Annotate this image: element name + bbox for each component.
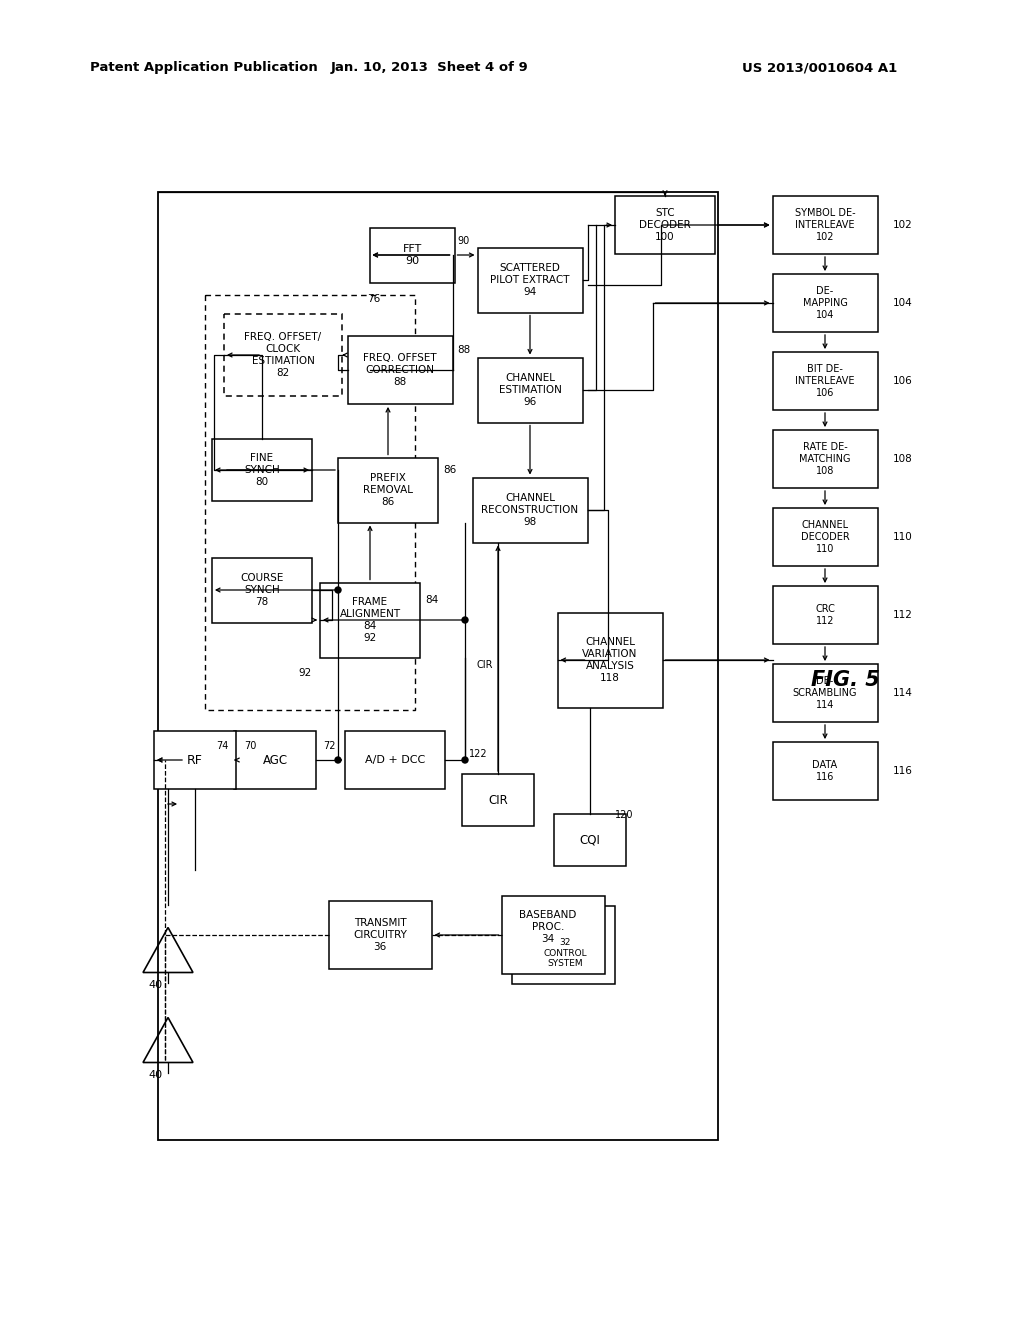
Bar — [205, 294, 415, 710]
Bar — [212, 557, 312, 623]
Text: 116: 116 — [893, 766, 912, 776]
Bar — [772, 742, 878, 800]
Text: CHANNEL
ESTIMATION
96: CHANNEL ESTIMATION 96 — [499, 374, 561, 407]
Text: SYMBOL DE-
INTERLEAVE
102: SYMBOL DE- INTERLEAVE 102 — [795, 209, 855, 242]
Bar — [347, 337, 453, 404]
Text: DATA
116: DATA 116 — [812, 760, 838, 781]
Text: PREFIX
REMOVAL
86: PREFIX REMOVAL 86 — [362, 473, 413, 507]
Text: 104: 104 — [893, 298, 912, 308]
Text: 70: 70 — [244, 741, 256, 751]
Bar — [772, 664, 878, 722]
Text: FRAME
ALIGNMENT
84
92: FRAME ALIGNMENT 84 92 — [339, 597, 400, 643]
Bar — [772, 430, 878, 488]
Bar — [772, 586, 878, 644]
Text: BIT DE-
INTERLEAVE
106: BIT DE- INTERLEAVE 106 — [796, 364, 855, 399]
Text: 120: 120 — [615, 810, 634, 820]
Text: 112: 112 — [893, 610, 912, 620]
Bar — [338, 458, 438, 523]
Bar — [224, 314, 342, 396]
Bar — [345, 731, 445, 789]
Text: 106: 106 — [893, 376, 912, 385]
Text: SCATTERED
PILOT EXTRACT
94: SCATTERED PILOT EXTRACT 94 — [490, 263, 569, 297]
Bar — [557, 612, 663, 708]
Bar — [329, 902, 431, 969]
Text: CHANNEL
DECODER
110: CHANNEL DECODER 110 — [801, 520, 849, 554]
Bar — [319, 582, 420, 657]
Text: STC
DECODER
100: STC DECODER 100 — [639, 209, 691, 242]
Text: FINE
SYNCH
80: FINE SYNCH 80 — [244, 453, 280, 487]
Text: 72: 72 — [323, 741, 336, 751]
Bar — [462, 774, 534, 826]
Text: FREQ. OFFSET/
CLOCK
ESTIMATION
82: FREQ. OFFSET/ CLOCK ESTIMATION 82 — [245, 333, 322, 378]
Bar — [512, 906, 614, 983]
Text: 40: 40 — [148, 979, 162, 990]
Circle shape — [335, 756, 341, 763]
Text: 32
CONTROL
SYSTEM: 32 CONTROL SYSTEM — [543, 937, 587, 969]
Bar — [472, 478, 588, 543]
Bar — [772, 352, 878, 411]
Text: 114: 114 — [893, 688, 912, 698]
Text: A/D + DCC: A/D + DCC — [365, 755, 425, 766]
Circle shape — [462, 616, 468, 623]
Text: DE-
MAPPING
104: DE- MAPPING 104 — [803, 286, 848, 319]
Text: 74: 74 — [217, 741, 229, 751]
Text: 40: 40 — [148, 1071, 162, 1080]
Text: COURSE
SYNCH
78: COURSE SYNCH 78 — [241, 573, 284, 607]
Text: 76: 76 — [367, 294, 380, 304]
Text: BASEBAND
PROC.
34: BASEBAND PROC. 34 — [519, 909, 577, 944]
Text: CHANNEL
VARIATION
ANALYSIS
118: CHANNEL VARIATION ANALYSIS 118 — [583, 638, 638, 682]
Bar — [772, 195, 878, 253]
Circle shape — [462, 756, 468, 763]
Text: FIG. 5: FIG. 5 — [811, 671, 880, 690]
Text: RATE DE-
MATCHING
108: RATE DE- MATCHING 108 — [800, 442, 851, 477]
Text: AGC: AGC — [262, 754, 288, 767]
Bar — [477, 248, 583, 313]
Text: DE-
SCRAMBLING
114: DE- SCRAMBLING 114 — [793, 676, 857, 710]
Bar — [154, 731, 236, 789]
Text: FREQ. OFFSET
CORRECTION
88: FREQ. OFFSET CORRECTION 88 — [364, 352, 437, 387]
Text: RF: RF — [187, 754, 203, 767]
Text: 102: 102 — [893, 220, 912, 230]
Text: 86: 86 — [443, 465, 457, 475]
Text: CQI: CQI — [580, 833, 600, 846]
Bar — [615, 195, 715, 253]
Text: 122: 122 — [469, 748, 487, 759]
Bar — [212, 440, 312, 502]
Bar — [234, 731, 316, 789]
Text: CRC
112: CRC 112 — [815, 605, 835, 626]
Text: CIR: CIR — [488, 793, 508, 807]
Text: 92: 92 — [298, 668, 311, 677]
Bar — [502, 896, 604, 974]
Text: 90: 90 — [458, 236, 470, 246]
Bar — [370, 227, 455, 282]
Text: 108: 108 — [893, 454, 912, 465]
Text: TRANSMIT
CIRCUITRY
36: TRANSMIT CIRCUITRY 36 — [353, 917, 407, 952]
Text: Jan. 10, 2013  Sheet 4 of 9: Jan. 10, 2013 Sheet 4 of 9 — [331, 62, 528, 74]
Text: 110: 110 — [893, 532, 912, 543]
Text: 84: 84 — [425, 595, 438, 605]
Bar — [554, 814, 626, 866]
Text: FFT
90: FFT 90 — [402, 244, 422, 267]
Bar — [477, 358, 583, 422]
Circle shape — [335, 587, 341, 593]
Text: CHANNEL
RECONSTRUCTION
98: CHANNEL RECONSTRUCTION 98 — [481, 492, 579, 527]
Text: 88: 88 — [458, 345, 471, 355]
Bar — [158, 191, 718, 1140]
Bar — [772, 508, 878, 566]
Text: Patent Application Publication: Patent Application Publication — [90, 62, 317, 74]
Text: US 2013/0010604 A1: US 2013/0010604 A1 — [742, 62, 898, 74]
Bar — [772, 275, 878, 333]
Text: CIR: CIR — [476, 660, 493, 671]
